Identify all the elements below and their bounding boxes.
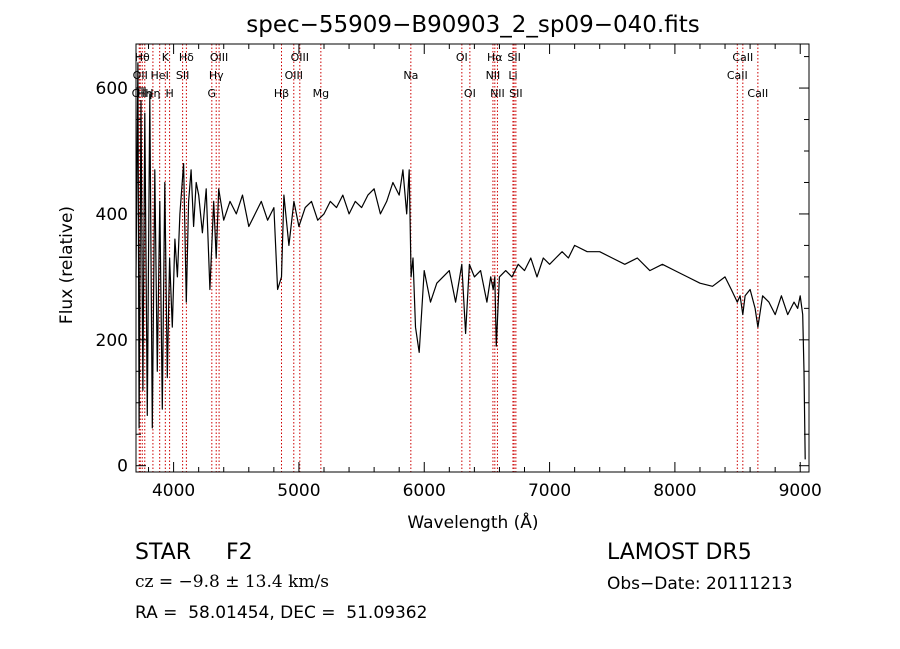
obs-date: Obs−Date: 20111213: [607, 574, 793, 594]
marker-label: NII: [490, 87, 505, 100]
marker-label: NII: [486, 69, 501, 82]
marker-label: SII: [509, 87, 522, 100]
plot-frame: [135, 43, 810, 473]
y-axis-label: Flux (relative): [57, 206, 77, 324]
x-tick-label: 4000: [152, 481, 195, 501]
marker-label: Mg: [313, 87, 329, 100]
line-marker-labels: OIIOIIHθHηHηHeIKHSIIHδGHγOIIIHβOIIIOIIIM…: [132, 51, 769, 100]
marker-label: Na: [403, 69, 418, 82]
coordinates: RA = 58.01454, DEC = 51.09362: [135, 603, 428, 623]
marker-label: OI: [456, 51, 468, 64]
marker-label: OIII: [210, 51, 228, 64]
y-tick-label: 400: [96, 205, 128, 225]
marker-label: Hβ: [274, 87, 289, 100]
line-markers: [138, 44, 759, 472]
marker-label: H: [165, 87, 173, 100]
chart-title: spec−55909−B90903_2_sp09−040.fits: [246, 12, 700, 38]
axis-ticks: 4000 5000 6000 7000 8000 9000 0 200 400 600: [96, 44, 822, 501]
marker-label: OIII: [285, 69, 303, 82]
marker-label: Hθ: [135, 51, 150, 64]
x-tick-label: 9000: [779, 481, 822, 501]
spectrum-chart: OIIOIIHθHηHηHeIKHSIIHδGHγOIIIHβOIIIOIIIM…: [57, 12, 822, 533]
marker-label: HeI: [151, 69, 169, 82]
x-tick-label: 8000: [653, 481, 696, 501]
marker-label: OII: [132, 87, 147, 100]
y-tick-label: 600: [96, 79, 128, 99]
marker-label: OI: [464, 87, 476, 100]
spectrum-line: [135, 62, 806, 460]
object-subclass: F2: [226, 540, 253, 565]
marker-label: Li: [508, 69, 517, 82]
marker-label: K: [162, 51, 170, 64]
marker-label: Hα: [487, 51, 503, 64]
marker-label: Hη: [137, 87, 152, 100]
marker-label: Hη: [145, 87, 160, 100]
survey-name: LAMOST DR5: [607, 540, 752, 565]
x-tick-label: 6000: [403, 481, 446, 501]
x-tick-label: 7000: [528, 481, 571, 501]
y-tick-label: 200: [96, 331, 128, 351]
marker-label: OIII: [291, 51, 309, 64]
marker-label: CaII: [747, 87, 768, 100]
redshift-text: cz = −9.8 ± 13.4 km/s: [135, 572, 329, 592]
marker-label: SII: [507, 51, 520, 64]
marker-label: CaII: [727, 69, 748, 82]
marker-label: OII: [133, 69, 148, 82]
marker-label: G: [208, 87, 217, 100]
object-class: STAR: [135, 540, 192, 565]
y-tick-label: 0: [117, 457, 128, 477]
marker-label: SII: [176, 69, 189, 82]
x-tick-label: 5000: [277, 481, 320, 501]
marker-label: Hγ: [209, 69, 224, 82]
spectrum-series: [135, 62, 806, 460]
marker-label: CaII: [732, 51, 753, 64]
marker-label: Hδ: [179, 51, 194, 64]
x-axis-label: Wavelength (Å): [407, 511, 538, 533]
